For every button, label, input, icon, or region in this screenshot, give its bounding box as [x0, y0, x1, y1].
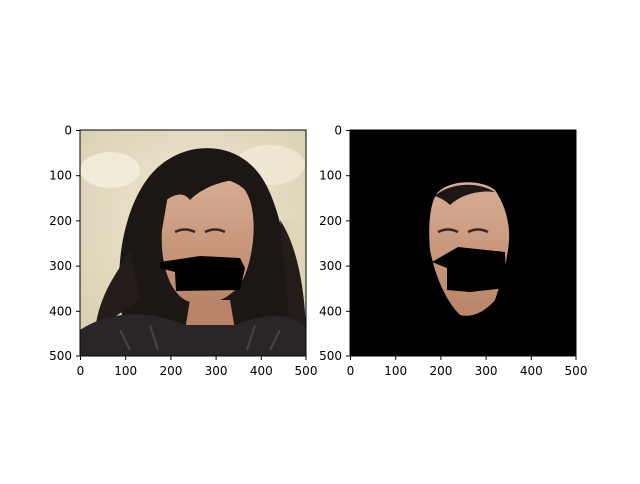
eye-right	[204, 228, 226, 234]
left-ytick-0: 0	[64, 124, 72, 138]
right-axes-frame	[349, 129, 577, 357]
right-ytick-2: 200	[319, 214, 342, 228]
right-ytick-1: 100	[319, 169, 342, 183]
left-image	[80, 130, 306, 356]
left-ytick-1: 100	[49, 169, 72, 183]
right-image	[350, 130, 576, 356]
left-xtick-5: 500	[295, 364, 318, 378]
mask-eye-right	[467, 228, 489, 234]
left-xtick-0: 0	[77, 364, 85, 378]
left-xtick-1: 100	[114, 364, 137, 378]
right-x-axis: 0 100 200 300 400 500	[347, 356, 588, 378]
mask-occlusion	[432, 247, 506, 292]
right-ytick-5: 500	[319, 349, 342, 363]
left-ytick-2: 200	[49, 214, 72, 228]
left-xtick-2: 200	[159, 364, 182, 378]
right-xtick-0: 0	[347, 364, 355, 378]
mask-eye-left	[437, 228, 459, 234]
right-xtick-5: 500	[565, 364, 588, 378]
left-ytick-3: 300	[49, 259, 72, 273]
jacket	[80, 314, 306, 356]
right-xtick-1: 100	[384, 364, 407, 378]
right-ytick-3: 300	[319, 259, 342, 273]
left-xtick-3: 300	[205, 364, 228, 378]
right-xtick-2: 200	[429, 364, 452, 378]
right-ytick-4: 400	[319, 304, 342, 318]
right-y-axis: 0 100 200 300 400 500	[319, 124, 350, 363]
left-ytick-5: 500	[49, 349, 72, 363]
left-y-axis: 0 100 200 300 400 500	[49, 124, 80, 363]
left-ytick-4: 400	[49, 304, 72, 318]
left-xtick-4: 400	[250, 364, 273, 378]
occlusion-block	[160, 256, 245, 291]
eye-left	[174, 228, 196, 234]
left-axes-frame	[79, 129, 307, 357]
left-x-axis: 0 100 200 300 400 500	[77, 356, 318, 378]
right-xtick-4: 400	[520, 364, 543, 378]
right-xtick-3: 300	[475, 364, 498, 378]
right-ytick-0: 0	[334, 124, 342, 138]
